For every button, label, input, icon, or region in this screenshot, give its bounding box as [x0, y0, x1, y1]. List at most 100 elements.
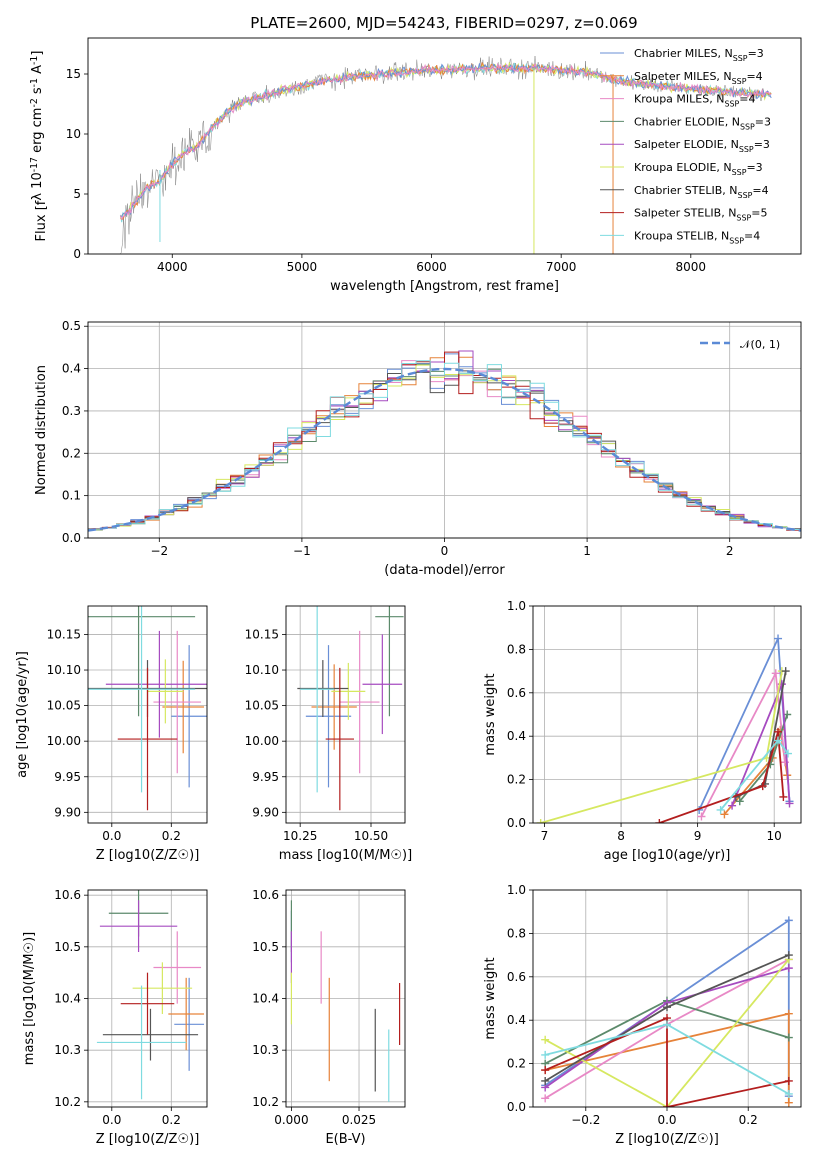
- y-tick-label: 0.4: [507, 729, 526, 743]
- weight-point-marker: [663, 1020, 671, 1029]
- y-axis-label: Normed distribution: [34, 365, 49, 495]
- plot-area: [88, 606, 207, 811]
- weight-point-marker: [728, 801, 737, 810]
- y-tick-label: 0.0: [507, 1100, 526, 1114]
- x-tick-label: 0.0: [102, 829, 121, 843]
- axes-frame: [87, 37, 802, 255]
- plot-area: [536, 634, 794, 823]
- model-spectrum-line: [119, 62, 772, 221]
- y-tick-label: 1.0: [507, 883, 526, 897]
- legend-entry: Salpeter ELODIE, NSSP=3: [634, 138, 770, 154]
- weight-point-marker: [774, 634, 783, 643]
- y-tick-label: 9.90: [54, 805, 81, 819]
- weight-point-marker: [541, 1076, 550, 1085]
- axes-frame: [285, 889, 406, 1108]
- weight-point-marker: [536, 819, 545, 823]
- plot-area: [297, 606, 404, 811]
- legend-entry: 𝒩(0, 1): [740, 338, 780, 351]
- spectrum-legend: Chabrier MILES, NSSP=3 Salpeter MILES, NS…: [600, 47, 771, 245]
- x-tick-label: −1: [293, 544, 311, 558]
- y-tick-label: 10: [66, 127, 81, 141]
- gridlines: [286, 890, 405, 1107]
- y-tick-label: 10.3: [54, 1043, 81, 1057]
- legend-entry: Kroupa STELIB, NSSP=4: [634, 229, 760, 245]
- x-tick-label: 10: [767, 829, 782, 843]
- y-tick-label: 10.5: [252, 940, 279, 954]
- weight-point-marker: [697, 812, 706, 821]
- y-tick-label: 10.15: [245, 627, 279, 641]
- y-tick-label: 0.2: [507, 1057, 526, 1071]
- figure-title: PLATE=2600, MJD=54243, FIBERID=0297, z=0…: [250, 14, 637, 32]
- weight-point-marker: [784, 951, 793, 960]
- y-tick-label: 10.4: [252, 992, 279, 1006]
- y-axis-label: mass weight: [483, 673, 498, 755]
- y-tick-label: 10.2: [252, 1095, 279, 1109]
- weight-point-marker: [784, 1076, 793, 1085]
- y-tick-label: 10.15: [47, 627, 81, 641]
- panel-mass-vs-ebv: 0.000 0.025 10.2 10.3 10.4 10.5 10.6 E(B-V): [252, 888, 406, 1147]
- x-axis-label: age [log10(age/yr)]: [604, 848, 731, 863]
- gridlines: [533, 605, 801, 824]
- weight-series-line: [658, 731, 785, 823]
- weight-point-marker: [541, 1066, 550, 1075]
- x-tick-label: 1: [583, 544, 591, 558]
- y-tick-label: 0.0: [62, 531, 81, 545]
- weight-point-marker: [784, 1033, 793, 1042]
- y-tick-label: 10.6: [54, 888, 81, 902]
- weight-series-line: [544, 1016, 789, 1107]
- weight-point-marker: [784, 964, 793, 973]
- legend-entry: Chabrier MILES, NSSP=3: [634, 47, 764, 63]
- y-axis-label: mass [log10(M/M☉)]: [22, 932, 37, 1065]
- y-axis-label: Flux [fλ 10-17 erg cm-2 s-1 A-1]: [29, 51, 49, 242]
- panel-age-vs-z: 0.0 0.2 9.90 9.95 10.00 10.05 10.10 10.15 Z [log…: [15, 605, 208, 863]
- y-tick-label: 10.4: [54, 992, 81, 1006]
- weight-point-marker: [758, 782, 767, 791]
- plot-area: [290, 900, 401, 1102]
- y-tick-label: 1.0: [507, 599, 526, 613]
- axes-frame: [532, 605, 802, 824]
- weight-point-marker: [541, 1050, 550, 1059]
- y-tick-label: 0: [73, 247, 81, 261]
- x-tick-label: 8: [617, 829, 625, 843]
- plot-area: [96, 890, 205, 1100]
- y-tick-label: 9.90: [252, 805, 279, 819]
- x-tick-label: 0.2: [162, 829, 181, 843]
- data-spectrum-line: [120, 55, 771, 254]
- y-tick-label: 10.3: [252, 1043, 279, 1057]
- weight-point-marker: [774, 736, 783, 745]
- y-tick-label: 10.05: [47, 699, 81, 713]
- weight-point-marker: [655, 819, 664, 823]
- y-tick-label: 15: [66, 67, 81, 81]
- x-tick-label: 0.025: [342, 1113, 376, 1127]
- x-tick-label: 10.25: [283, 829, 317, 843]
- y-tick-label: 0.2: [62, 446, 81, 460]
- panel-residuals: −2 −1 0 1 2 0.0 0.1 0.2 0.3 0.4 0.5 (data-model)/er…: [34, 319, 802, 578]
- y-tick-label: 0.6: [507, 686, 526, 700]
- x-tick-label: 0.2: [162, 1113, 181, 1127]
- x-tick-label: −2: [150, 544, 168, 558]
- weight-point-marker: [783, 749, 792, 758]
- panel-age-vs-mass: 10.25 10.50 9.90 9.95 10.00 10.05 10.10 10.15 ma…: [245, 605, 412, 863]
- axes-frame: [532, 889, 802, 1108]
- weight-point-marker: [663, 1103, 671, 1107]
- y-tick-label: 0.0: [507, 816, 526, 830]
- y-tick-label: 10.05: [245, 699, 279, 713]
- y-tick-label: 9.95: [54, 770, 81, 784]
- x-axis-label: mass [log10(M/M☉)]: [279, 848, 412, 863]
- legend-entry: Salpeter STELIB, NSSP=5: [634, 207, 767, 223]
- y-tick-label: 0.3: [62, 404, 81, 418]
- x-tick-label: 0.0: [657, 1113, 676, 1127]
- x-tick-label: 10.50: [354, 829, 388, 843]
- weight-point-marker: [735, 797, 744, 806]
- residual-legend: 𝒩(0, 1): [700, 338, 780, 351]
- weight-point-marker: [784, 916, 793, 925]
- x-tick-label: 7: [541, 829, 549, 843]
- weight-point-marker: [781, 667, 790, 676]
- weight-point-marker: [784, 1009, 793, 1018]
- axes-frame: [87, 321, 802, 539]
- legend-entry: Kroupa ELODIE, NSSP=3: [634, 161, 763, 177]
- y-axis-label: age [log10(age/yr)]: [15, 651, 30, 778]
- y-tick-label: 10.00: [245, 734, 279, 748]
- weight-point-marker: [785, 799, 794, 808]
